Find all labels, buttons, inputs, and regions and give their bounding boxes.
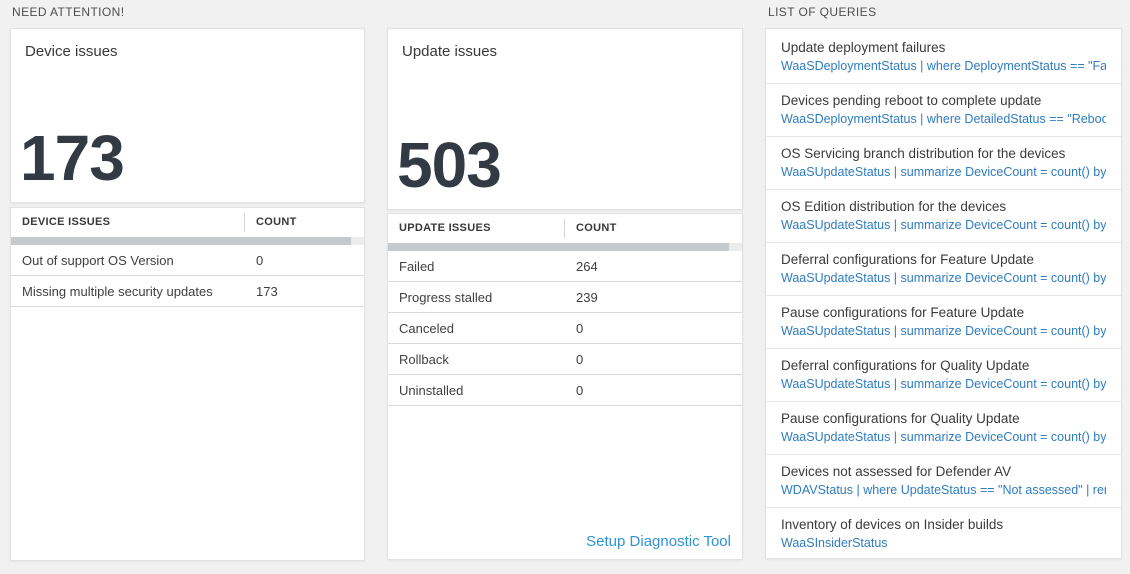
scrollbar-thumb[interactable] [11,237,351,245]
table-row[interactable]: Missing multiple security updates 173 [11,276,364,307]
column-header-device-issues[interactable]: DEVICE ISSUES [11,213,245,232]
table-row[interactable]: Progress stalled 239 [388,282,742,313]
row-label: Uninstalled [399,382,464,398]
query-item[interactable]: Deferral configurations for Feature Upda… [766,243,1121,296]
query-code: WaaSDeploymentStatus | where DetailedSta… [781,112,1106,126]
query-item[interactable]: Devices not assessed for Defender AV WDA… [766,455,1121,508]
query-code: WaaSDeploymentStatus | where DeploymentS… [781,59,1106,73]
query-name: OS Edition distribution for the devices [781,199,1007,214]
query-code: WaaSUpdateStatus | summarize DeviceCount… [781,165,1106,179]
update-issues-title: Update issues [402,43,498,60]
horizontal-scrollbar[interactable] [388,243,742,251]
update-issues-tile[interactable]: Update issues 503 [387,28,743,210]
query-code: WaaSUpdateStatus | summarize DeviceCount… [781,324,1106,338]
row-label: Rollback [399,351,449,367]
query-name: Update deployment failures [781,40,946,55]
query-code: WaaSInsiderStatus [781,536,888,550]
query-item[interactable]: Pause configurations for Quality Update … [766,402,1121,455]
query-name: Devices pending reboot to complete updat… [781,93,1042,108]
column-header-update-issues[interactable]: UPDATE ISSUES [388,219,565,238]
column-header-count[interactable]: COUNT [576,222,617,234]
device-issues-table: DEVICE ISSUES COUNT Out of support OS Ve… [10,207,365,561]
query-name: Deferral configurations for Quality Upda… [781,358,1030,373]
table-row[interactable]: Uninstalled 0 [388,375,742,406]
row-label: Progress stalled [399,289,493,305]
query-item[interactable]: OS Servicing branch distribution for the… [766,137,1121,190]
row-label: Missing multiple security updates [22,283,213,299]
device-issues-count: 173 [20,122,125,194]
row-label: Out of support OS Version [22,252,174,268]
update-issues-table-header: UPDATE ISSUES COUNT [388,214,742,243]
queries-panel: Update deployment failures WaaSDeploymen… [765,28,1122,559]
query-name: Pause configurations for Quality Update [781,411,1020,426]
query-item[interactable]: Update deployment failures WaaSDeploymen… [766,31,1121,84]
query-item[interactable]: Deferral configurations for Quality Upda… [766,349,1121,402]
query-code: WaaSUpdateStatus | summarize DeviceCount… [781,430,1106,444]
row-value: 0 [576,382,584,398]
query-name: OS Servicing branch distribution for the… [781,146,1066,161]
row-label: Failed [399,258,435,274]
query-name: Inventory of devices on Insider builds [781,517,1004,532]
row-value: 264 [576,258,598,274]
row-value: 0 [576,320,584,336]
row-value: 0 [256,252,264,268]
query-code: WaaSUpdateStatus | summarize DeviceCount… [781,271,1106,285]
table-row[interactable]: Canceled 0 [388,313,742,344]
query-item[interactable]: OS Edition distribution for the devices … [766,190,1121,243]
device-issues-title: Device issues [25,43,118,60]
query-name: Devices not assessed for Defender AV [781,464,1012,479]
scrollbar-thumb[interactable] [388,243,729,251]
row-value: 0 [576,351,584,367]
update-issues-table: UPDATE ISSUES COUNT Failed 264 Progress … [387,213,743,560]
query-item[interactable]: Pause configurations for Feature Update … [766,296,1121,349]
query-code: WaaSUpdateStatus | summarize DeviceCount… [781,218,1106,232]
query-item[interactable]: Inventory of devices on Insider builds W… [766,508,1121,560]
table-row[interactable]: Failed 264 [388,251,742,282]
setup-diagnostic-tool-link[interactable]: Setup Diagnostic Tool [586,533,731,550]
query-name: Pause configurations for Feature Update [781,305,1025,320]
query-code: WaaSUpdateStatus | summarize DeviceCount… [781,377,1106,391]
row-value: 173 [256,283,278,299]
query-name: Deferral configurations for Feature Upda… [781,252,1034,267]
row-value: 239 [576,289,598,305]
table-row[interactable]: Rollback 0 [388,344,742,375]
row-label: Canceled [399,320,454,336]
list-of-queries-section-label: LIST OF QUERIES [768,5,877,19]
query-item[interactable]: Devices pending reboot to complete updat… [766,84,1121,137]
device-issues-table-header: DEVICE ISSUES COUNT [11,208,364,237]
update-issues-count: 503 [397,129,502,201]
device-issues-tile[interactable]: Device issues 173 [10,28,365,203]
query-code: WDAVStatus | where UpdateStatus == "Not … [781,483,1106,497]
table-row[interactable]: Out of support OS Version 0 [11,245,364,276]
need-attention-section-label: NEED ATTENTION! [12,5,125,19]
column-header-count[interactable]: COUNT [256,216,297,228]
horizontal-scrollbar[interactable] [11,237,364,245]
